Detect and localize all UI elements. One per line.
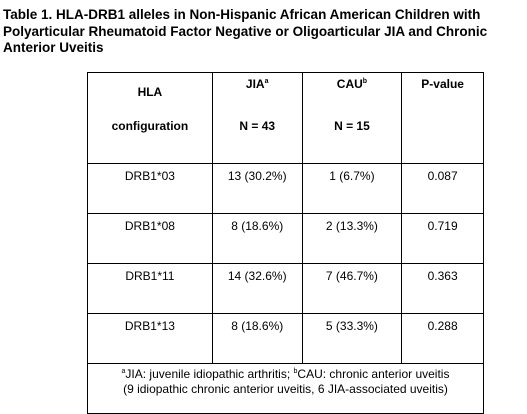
cell-cau: 5 (33.3%) (301, 313, 403, 364)
cell-jia: 8 (18.6%) (211, 213, 303, 264)
footnote-text-b: CAU: chronic anterior uveitis (297, 367, 450, 381)
header-hla-configuration: HLA configuration (87, 72, 213, 164)
cell-allele: DRB1*13 (87, 313, 213, 364)
header-jia-label: JIA (245, 77, 265, 91)
footnote-line1: aJIA: juvenile idiopathic arthritis; bCA… (88, 367, 483, 382)
cell-allele: DRB1*08 (87, 213, 213, 264)
header-cau-n: N = 15 (334, 119, 370, 133)
cell-jia: 14 (32.6%) (211, 263, 303, 314)
cell-jia: 8 (18.6%) (211, 313, 303, 364)
header-hla-line2: configuration (111, 119, 189, 133)
cell-allele: DRB1*03 (87, 163, 213, 214)
cell-allele: DRB1*11 (87, 263, 213, 314)
header-jia-sup: a (264, 78, 269, 85)
table-footnote-row: aJIA: juvenile idiopathic arthritis; bCA… (87, 363, 484, 414)
table-footnote: aJIA: juvenile idiopathic arthritis; bCA… (87, 363, 484, 414)
header-pvalue: P-value (401, 72, 484, 164)
footnote-line2: (9 idiopathic chronic anterior uveitis, … (123, 382, 448, 396)
footnote-text-a: JIA: juvenile idiopathic arthritis; (125, 367, 294, 381)
cell-cau: 2 (13.3%) (301, 213, 403, 264)
header-jia-n: N = 43 (239, 119, 276, 133)
table-row: DRB1*11 14 (32.6%) 7 (46.7%) 0.363 (87, 263, 484, 314)
cell-jia: 13 (30.2%) (211, 163, 303, 214)
table-row: DRB1*03 13 (30.2%) 1 (6.7%) 0.087 (87, 163, 484, 214)
footnote-sup-b: b (293, 368, 298, 375)
table-caption: Table 1. HLA-DRB1 alleles in Non-Hispani… (3, 7, 488, 55)
header-cau-label-wrap: CAUb (337, 77, 367, 91)
hla-table: HLA configuration JIAa N = 43 CAUb N = 1… (87, 72, 484, 414)
cell-pvalue: 0.288 (401, 313, 484, 364)
table-row: DRB1*08 8 (18.6%) 2 (13.3%) 0.719 (87, 213, 484, 264)
cell-cau: 7 (46.7%) (301, 263, 403, 314)
header-hla-line1: HLA (137, 85, 163, 99)
header-cau-label: CAU (336, 77, 363, 91)
header-jia: JIAa N = 43 (211, 72, 303, 164)
cell-pvalue: 0.087 (401, 163, 484, 214)
footnote-sup-a: a (121, 368, 126, 375)
cell-pvalue: 0.719 (401, 213, 484, 264)
header-jia-label-wrap: JIAa (246, 77, 269, 91)
header-pvalue-label: P-value (421, 77, 464, 91)
table-header-row: HLA configuration JIAa N = 43 CAUb N = 1… (87, 72, 484, 164)
cell-cau: 1 (6.7%) (301, 163, 403, 214)
cell-pvalue: 0.363 (401, 263, 484, 314)
header-cau-sup: b (362, 78, 368, 85)
table-row: DRB1*13 8 (18.6%) 5 (33.3%) 0.288 (87, 313, 484, 364)
header-cau: CAUb N = 15 (301, 72, 403, 164)
